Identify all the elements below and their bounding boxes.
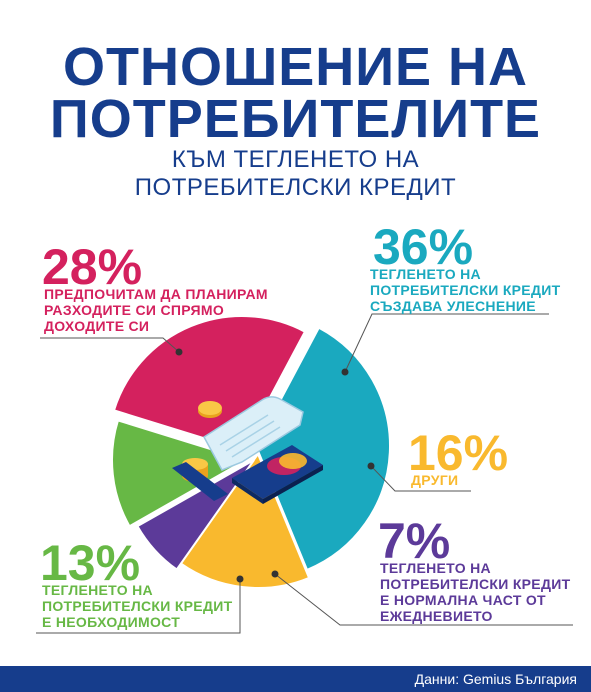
slice-label-green-line2: ПОТРЕБИТЕЛСКИ КРЕДИТ bbox=[42, 598, 233, 614]
slice-label-teal: ТЕГЛЕНЕТО НА ПОТРЕБИТЕЛСКИ КРЕДИТ СЪЗДАВ… bbox=[370, 266, 560, 314]
slice-label-pink-line1: ПРЕДПОЧИТАМ ДА ПЛАНИРАМ bbox=[44, 286, 268, 302]
leader-line-purple bbox=[274, 573, 573, 626]
slice-label-purple-line4: ЕЖЕДНЕВИЕТО bbox=[380, 608, 493, 624]
leader-line-teal bbox=[344, 313, 549, 373]
slice-label-yellow-line1: ДРУГИ bbox=[411, 472, 459, 488]
pct-label-pink: 28% bbox=[42, 239, 143, 295]
slice-label-green-line3: Е НЕОБХОДИМОСТ bbox=[42, 614, 181, 630]
slice-label-pink-line3: ДОХОДИТЕ СИ bbox=[44, 318, 150, 334]
slice-label-pink-line2: РАЗХОДИТЕ СИ СПРЯМО bbox=[44, 302, 225, 318]
leader-dot-yellow bbox=[367, 462, 375, 470]
leader-dot-green bbox=[236, 575, 244, 583]
credit-card-icon bbox=[232, 445, 323, 504]
leader-dot-teal bbox=[341, 368, 349, 376]
leader-dot-purple bbox=[271, 570, 279, 578]
leader-line-pink bbox=[40, 337, 180, 353]
pct-label-yellow: 16% bbox=[408, 425, 509, 481]
slice-label-purple-line1: ТЕГЛЕНЕТО НА bbox=[380, 560, 491, 576]
slice-label-purple-line2: ПОТРЕБИТЕЛСКИ КРЕДИТ bbox=[380, 576, 571, 592]
pct-label-green: 13% bbox=[40, 535, 141, 591]
slice-label-green: ТЕГЛЕНЕТО НА ПОТРЕБИТЕЛСКИ КРЕДИТ Е НЕОБ… bbox=[42, 582, 232, 630]
source-note: Данни: Gemius България bbox=[414, 671, 577, 687]
footer-bar: Данни: Gemius България bbox=[0, 666, 591, 692]
slice-label-teal-line3: СЪЗДАВА УЛЕСНЕНИЕ bbox=[370, 298, 536, 314]
pct-label-purple: 7% bbox=[378, 513, 451, 569]
pie-slices bbox=[111, 315, 391, 589]
slice-label-purple: ТЕГЛЕНЕТО НА ПОТРЕБИТЕЛСКИ КРЕДИТ Е НОРМ… bbox=[380, 560, 570, 624]
page-title-line2: ПОТРЕБИТЕЛИТЕ bbox=[49, 89, 542, 149]
pie-slice-purple bbox=[136, 459, 255, 571]
leader-dot-pink bbox=[175, 348, 183, 356]
leader-line-yellow bbox=[370, 465, 471, 492]
leader-lines bbox=[36, 313, 573, 634]
page-title-line1: ОТНОШЕНИЕ НА bbox=[62, 37, 529, 97]
slice-label-green-line1: ТЕГЛЕНЕТО НА bbox=[42, 582, 153, 598]
pct-label-teal: 36% bbox=[373, 219, 474, 275]
slice-label-pink: ПРЕДПОЧИТАМ ДА ПЛАНИРАМ РАЗХОДИТЕ СИ СПР… bbox=[44, 286, 268, 334]
slice-label-teal-line2: ПОТРЕБИТЕЛСКИ КРЕДИТ bbox=[370, 282, 561, 298]
pie-slice-yellow bbox=[179, 451, 311, 589]
coin-stack-icon bbox=[172, 401, 228, 501]
receipt-icon bbox=[203, 396, 304, 471]
slice-label-purple-line3: Е НОРМАЛНА ЧАСТ ОТ bbox=[380, 592, 546, 608]
slice-label-teal-line1: ТЕГЛЕНЕТО НА bbox=[370, 266, 481, 282]
page-subtitle: КЪМ ТЕГЛЕНЕТО НА ПОТРЕБИТЕЛСКИ КРЕДИТ bbox=[134, 146, 457, 201]
slice-label-yellow: ДРУГИ bbox=[411, 472, 458, 488]
pie-slice-teal bbox=[254, 326, 391, 572]
leader-line-green bbox=[36, 579, 241, 634]
